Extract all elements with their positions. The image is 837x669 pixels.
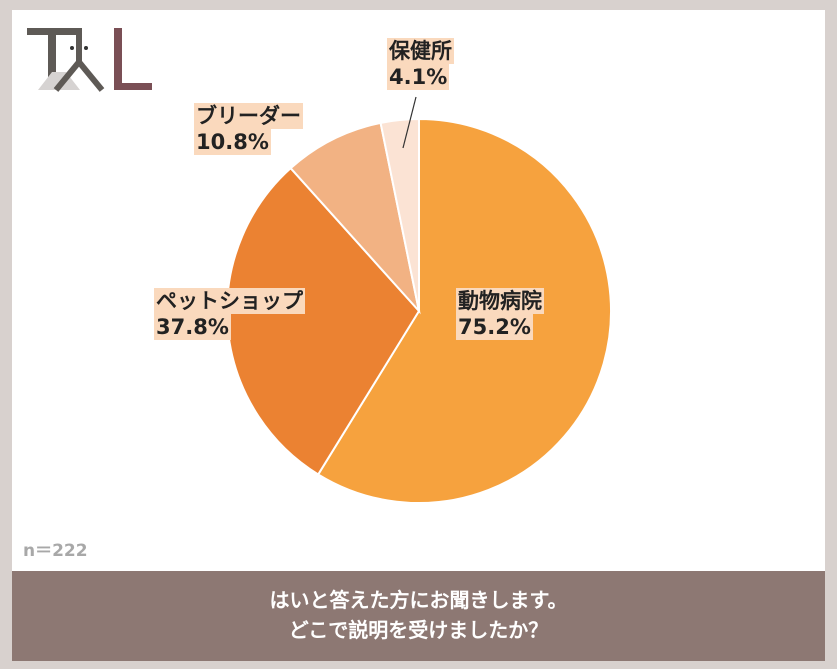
category-label: ブリーダー [194,103,303,129]
value-label: 4.1% [387,64,450,90]
pie-slice-3 [379,117,420,312]
question-line-1: はいと答えた方にお聞きします。 [269,588,568,612]
value-label: 37.8% [154,314,231,340]
label-petshop: ペットショップ 37.8% [154,288,305,340]
category-label: 動物病院 [456,288,544,314]
tal-logo [27,28,152,92]
value-label: 75.2% [456,314,533,340]
category-label: ペットショップ [154,288,305,314]
leader-line [402,96,417,149]
label-hospital: 動物病院 75.2% [456,288,544,340]
sample-size: n＝222 [23,541,88,561]
label-breeder: ブリーダー 10.8% [194,103,303,155]
value-label: 10.8% [194,129,271,155]
pie-slice-2 [289,121,421,315]
question-line-2: どこで説明を受けましたか？ [288,618,549,642]
category-label: 保健所 [387,38,454,64]
question-banner: はいと答えた方にお聞きします。 どこで説明を受けましたか？ [12,571,825,661]
label-health-center: 保健所 4.1% [387,38,454,90]
